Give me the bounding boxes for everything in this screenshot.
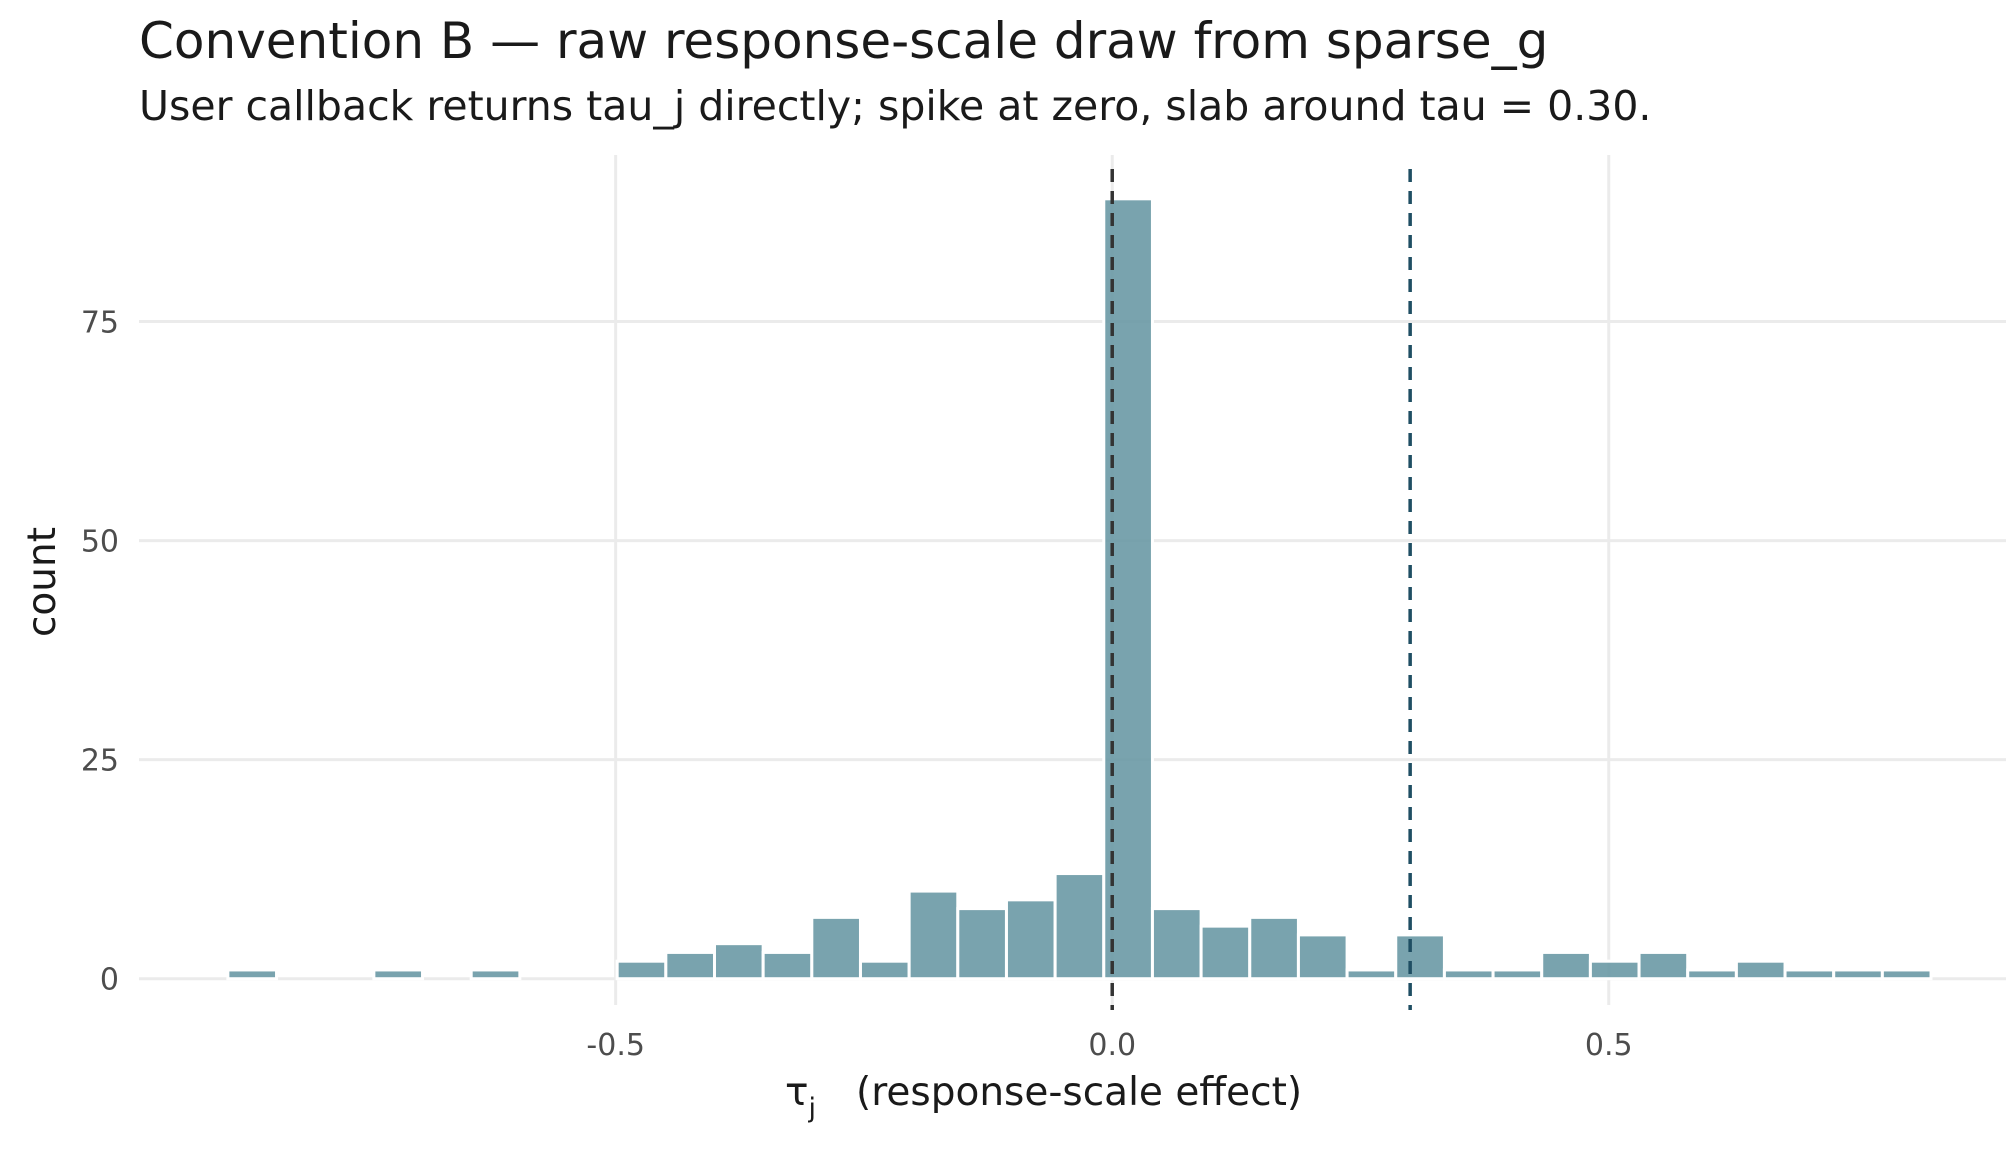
histogram-bar (372, 968, 425, 981)
histogram-bars (226, 197, 1933, 981)
chart-subtitle: User callback returns tau_j directly; sp… (139, 82, 1652, 130)
y-tick-labels: 0 25 50 75 (81, 305, 119, 997)
histogram-bar (226, 968, 279, 981)
histogram-bar (907, 889, 960, 981)
histogram-bar (1637, 950, 1690, 981)
histogram-bar (1053, 872, 1106, 981)
histogram-bar (1345, 968, 1398, 981)
y-tick-label: 50 (81, 525, 119, 560)
histogram-bar (1442, 968, 1495, 981)
histogram-bar (1248, 915, 1300, 981)
histogram-bar (469, 968, 522, 981)
histogram-bar (1880, 968, 1933, 981)
reference-lines (1110, 169, 1412, 1010)
y-tick-label: 0 (100, 963, 119, 998)
histogram-bar (1832, 968, 1884, 981)
histogram-bar (1783, 968, 1836, 981)
x-tick-label: 0.5 (1585, 1028, 1633, 1063)
histogram-bar (1394, 933, 1446, 981)
histogram-bar (1540, 950, 1592, 981)
histogram-bar (664, 950, 716, 981)
histogram-bar (1296, 933, 1349, 981)
chart-title: Convention B — raw response-scale draw f… (139, 12, 1549, 70)
x-axis-label-subscript: j (807, 1093, 816, 1124)
histogram-bar (1491, 968, 1544, 981)
x-tick-label: -0.5 (586, 1028, 645, 1063)
x-tick-labels: -0.5 0.0 0.5 (586, 1028, 1632, 1063)
histogram-bar (615, 959, 668, 981)
y-tick-label: 25 (81, 744, 119, 779)
histogram-bar (1588, 959, 1641, 981)
histogram-bar (1686, 968, 1738, 981)
x-axis-label: τj (response-scale effect) (785, 1070, 1302, 1124)
histogram-bar (1199, 924, 1252, 981)
histogram-bar (956, 907, 1008, 981)
histogram-bar (1734, 959, 1787, 981)
x-tick-label: 0.0 (1088, 1028, 1136, 1063)
x-axis-label-text: (response-scale effect) (856, 1070, 1302, 1115)
histogram-bar (1150, 907, 1203, 981)
histogram-bar (712, 942, 765, 981)
x-axis-label-symbol: τ (785, 1070, 808, 1115)
y-tick-label: 75 (81, 305, 119, 340)
y-axis-label: count (20, 527, 65, 637)
histogram-bar (761, 950, 814, 981)
histogram-bar (1004, 898, 1057, 981)
histogram-bar (858, 959, 911, 981)
histogram-bar (810, 915, 862, 981)
